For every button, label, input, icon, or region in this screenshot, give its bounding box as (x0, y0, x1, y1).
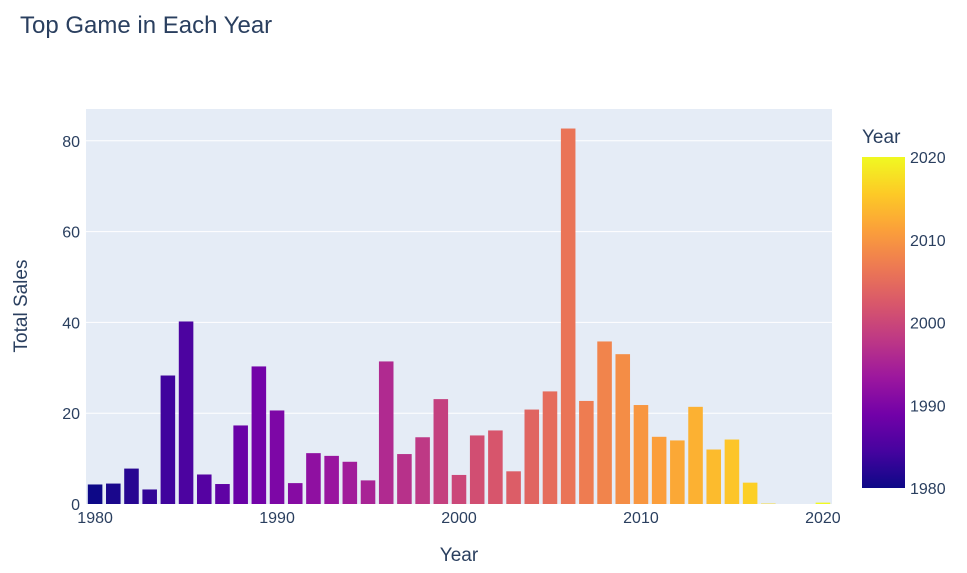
bar-2005[interactable] (542, 391, 558, 504)
bar-2004[interactable] (524, 409, 540, 504)
bar-2002[interactable] (488, 430, 503, 504)
bar-1981[interactable] (106, 483, 121, 504)
y-tick-label: 40 (62, 315, 80, 332)
y-axis-ticks: 0 20 40 60 80 (62, 134, 80, 514)
bar-2012[interactable] (670, 440, 685, 504)
bar-1994[interactable] (342, 461, 358, 504)
bar-2007[interactable] (579, 400, 594, 504)
colorbar-tick-label: 2010 (910, 233, 946, 250)
bar-1995[interactable] (360, 480, 376, 504)
bar-1997[interactable] (397, 454, 412, 504)
y-tick-label: 80 (62, 134, 80, 151)
colorbar-gradient (862, 157, 905, 488)
bar-2013[interactable] (688, 406, 703, 504)
bar-1991[interactable] (287, 483, 303, 504)
x-axis-label: Year (440, 545, 479, 566)
bar-1980[interactable] (87, 484, 103, 504)
bar-2011[interactable] (651, 436, 667, 504)
bar-1982[interactable] (124, 468, 139, 504)
colorbar-tick-label: 1990 (910, 398, 946, 415)
bar-2010[interactable] (633, 405, 649, 504)
bar-1989[interactable] (251, 366, 267, 504)
bar-1988[interactable] (233, 425, 248, 504)
bar-1993[interactable] (324, 455, 339, 504)
bar-2008[interactable] (597, 341, 612, 504)
x-tick-label: 2000 (441, 510, 477, 527)
y-tick-label: 60 (62, 225, 80, 242)
bar-2001[interactable] (469, 435, 485, 504)
x-tick-label: 1980 (77, 510, 113, 527)
plot-area (86, 109, 832, 504)
x-tick-label: 1990 (259, 510, 295, 527)
x-axis-ticks: 1980 1990 2000 2010 2020 (77, 510, 841, 527)
colorbar: Year 1980 1990 2000 2010 2020 (862, 127, 946, 498)
colorbar-tick-label: 2000 (910, 316, 946, 333)
bar-1992[interactable] (306, 453, 321, 504)
y-tick-label: 20 (62, 406, 80, 423)
bar-2000[interactable] (451, 474, 467, 504)
bar-2016[interactable] (742, 482, 758, 504)
colorbar-tick-label: 2020 (910, 150, 946, 167)
bar-1999[interactable] (433, 399, 449, 504)
bar-2009[interactable] (615, 354, 631, 504)
bar-2015[interactable] (724, 439, 740, 504)
bar-2003[interactable] (506, 471, 521, 504)
bar-2006[interactable] (560, 128, 576, 504)
colorbar-title: Year (862, 127, 901, 148)
bar-1985[interactable] (178, 321, 194, 504)
y-tick-label: 0 (71, 497, 80, 514)
bar-2014[interactable] (706, 449, 722, 504)
bar-1986[interactable] (196, 474, 212, 504)
bar-1984[interactable] (160, 375, 176, 504)
bar-2020[interactable] (815, 502, 831, 504)
bar-1987[interactable] (215, 484, 230, 504)
gridlines (86, 140, 832, 414)
bars (87, 128, 831, 504)
colorbar-tick-label: 1980 (910, 481, 946, 498)
bar-1983[interactable] (142, 489, 157, 504)
colorbar-ticks: 1980 1990 2000 2010 2020 (910, 150, 946, 498)
bar-1996[interactable] (378, 361, 394, 504)
bar-1990[interactable] (269, 410, 285, 504)
x-tick-label: 2020 (805, 510, 841, 527)
chart-title: Top Game in Each Year (20, 12, 273, 39)
y-axis-label: Total Sales (11, 260, 32, 353)
x-tick-label: 2010 (623, 510, 659, 527)
bar-1998[interactable] (415, 437, 430, 504)
